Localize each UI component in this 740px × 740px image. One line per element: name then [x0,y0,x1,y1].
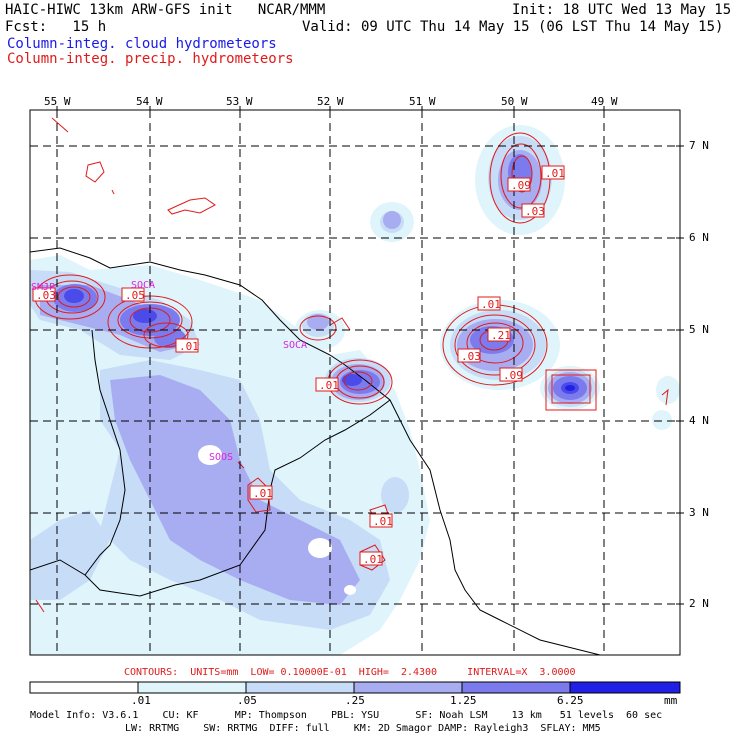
lon-label: 52 W [317,95,344,108]
contour-label: .03 [525,205,545,218]
lat-lon-grid [30,110,680,655]
station-label: SOCA [131,280,156,291]
lat-label: 7 N [689,139,709,152]
model-info-line-2: LW: RRTMG SW: RRTMG DIFF: full KM: 2D Sm… [125,723,601,734]
contour-label: .01 [253,487,273,500]
legend-precip-hydrometeors: Column-integ. precip. hydrometeors [7,51,294,67]
contour-label: .01 [481,298,501,311]
lat-label: 3 N [689,506,709,519]
legend-cloud-hydrometeors: Column-integ. cloud hydrometeors [7,36,277,52]
model-info-line-1: Model Info: V3.6.1 CU: KF MP: Thompson P… [30,710,663,721]
contour-label: .09 [511,179,531,192]
contour-label: .03 [36,289,56,302]
lon-label: 53 W [226,95,253,108]
axis-ticks [56,106,684,605]
forecast-hour: Fcst: 15 h [5,19,107,35]
contour-label: .01 [363,553,383,566]
colorbar-tick: 6.25 [557,694,584,707]
colorbar-tick: .05 [237,694,257,707]
plot-title: HAIC-HIWC 13km ARW-GFS init NCAR/MMM [5,2,326,18]
contours-info: CONTOURS: UNITS=mm LOW= 0.10000E-01 HIGH… [124,667,576,678]
lon-label: 50 W [501,95,528,108]
valid-time: Valid: 09 UTC Thu 14 May 15 (06 LST Thu … [302,19,724,35]
lon-label: 51 W [409,95,436,108]
colorbar-tick: .01 [131,694,151,707]
contour-label-boxes [32,165,565,566]
colorbar-tick: .25 [345,694,365,707]
lat-label: 6 N [689,231,709,244]
lon-label: 55 W [44,95,71,108]
lat-label: 4 N [689,414,709,427]
lon-label: 49 W [591,95,618,108]
station-label: SMJP [31,282,56,293]
lat-label: 2 N [689,597,709,610]
map-frame [29,109,681,656]
colorbar-tick: 1.25 [450,694,477,707]
station-label: SOOS [209,452,234,463]
contour-label: .21 [491,329,511,342]
contour-label: .01 [319,379,339,392]
contour-label: .01 [545,167,565,180]
contour-label: .09 [503,369,523,382]
contour-label: .01 [179,340,199,353]
contour-label: .03 [461,350,481,363]
colorbar-unit: mm [664,694,678,707]
lat-label: 5 N [689,323,709,336]
contour-label: .01 [373,515,393,528]
lon-label: 54 W [136,95,163,108]
contour-label: .05 [125,289,145,302]
station-label: SOCA [283,340,308,351]
init-time: Init: 18 UTC Wed 13 May 15 [512,2,732,18]
